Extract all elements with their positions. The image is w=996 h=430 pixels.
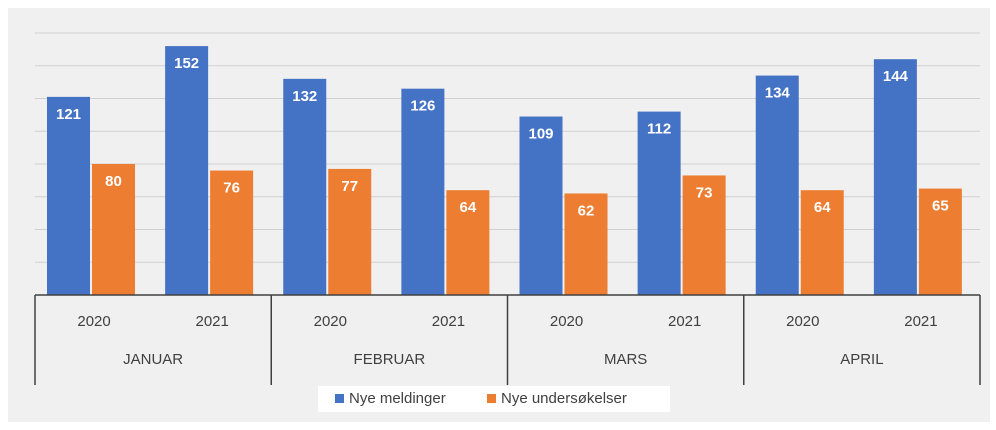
data-label: 80	[105, 173, 122, 190]
data-label: 126	[410, 98, 435, 115]
data-label: 132	[292, 88, 317, 105]
bar	[210, 170, 254, 295]
bar	[682, 175, 726, 295]
bar	[446, 190, 490, 295]
x-tick-label: 2020	[77, 313, 110, 330]
legend-label: Nye meldinger	[349, 390, 446, 407]
bar	[800, 190, 844, 295]
group-label: MARS	[604, 351, 647, 368]
bar	[328, 168, 372, 295]
data-label: 144	[883, 68, 909, 85]
x-tick-label: 2020	[314, 313, 347, 330]
bar	[637, 111, 681, 295]
data-label: 76	[223, 180, 240, 197]
data-label: 134	[765, 85, 791, 102]
group-label: APRIL	[840, 351, 883, 368]
data-label: 64	[814, 199, 831, 216]
data-label: 121	[56, 106, 81, 123]
bar	[755, 75, 799, 295]
data-label: 109	[528, 125, 553, 142]
data-label: 112	[647, 121, 671, 138]
bar	[918, 188, 962, 295]
x-tick-label: 2021	[904, 313, 937, 330]
legend-label: Nye undersøkelser	[501, 390, 627, 407]
x-tick-label: 2020	[550, 313, 583, 330]
bar	[401, 88, 445, 295]
group-label: JANUAR	[123, 351, 183, 368]
bar	[283, 78, 327, 295]
group-label: FEBRUAR	[354, 351, 426, 368]
data-label: 62	[578, 202, 595, 219]
x-tick-label: 2021	[432, 313, 465, 330]
x-tick-label: 2021	[668, 313, 701, 330]
data-label: 65	[932, 198, 949, 215]
bar	[165, 46, 209, 295]
data-label: 77	[341, 178, 358, 195]
x-tick-label: 2020	[786, 313, 819, 330]
x-tick-label: 2021	[196, 313, 229, 330]
legend-swatch	[487, 394, 496, 403]
data-label: 152	[174, 55, 199, 72]
bar	[92, 164, 135, 295]
bar	[519, 116, 563, 295]
bar	[873, 59, 917, 296]
bar	[47, 96, 90, 295]
data-label: 64	[460, 199, 477, 216]
bar	[564, 193, 608, 295]
legend-swatch	[335, 394, 344, 403]
data-label: 73	[696, 184, 713, 201]
